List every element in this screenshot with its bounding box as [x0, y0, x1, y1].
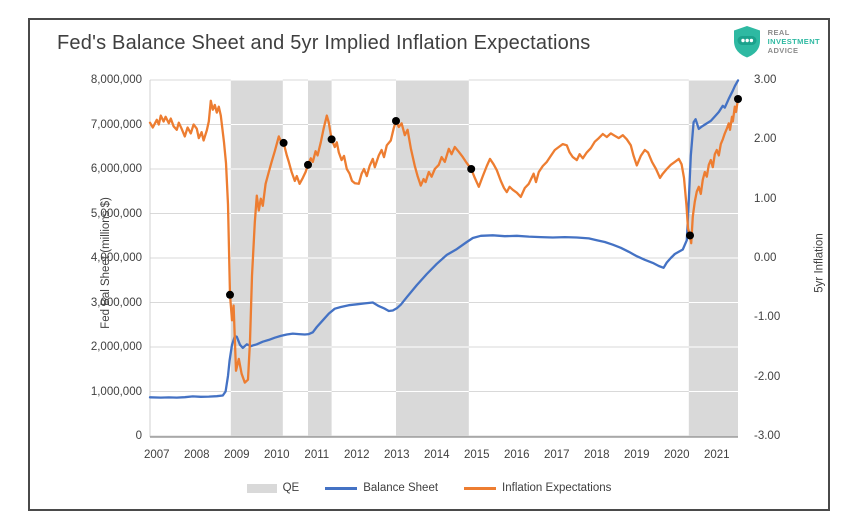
left-axis-tick-label: 2,000,000 [90, 341, 142, 353]
left-axis-tick-label: 7,000,000 [90, 118, 142, 131]
logo-line-advice: ADVICE [767, 46, 799, 55]
qe-band-swatch [246, 483, 277, 493]
right-axis-tick-label: 0.00 [754, 252, 777, 264]
brand-logo: REAL INVESTMENT ADVICE [732, 25, 820, 58]
logo-line-investment: INVESTMENT [767, 37, 820, 46]
x-axis-tick-label: 2012 [344, 449, 370, 461]
logo-line-real: REAL [767, 28, 790, 37]
legend-label-balance-sheet: Balance Sheet [363, 482, 439, 494]
qe-marker-dot [226, 290, 234, 299]
left-axis-title: Fed Bal Sheet (millions $) [99, 197, 112, 329]
legend-label-inflation: Inflation Expectations [502, 482, 612, 494]
shield-icon [733, 26, 760, 58]
x-axis-tick-label: 2013 [384, 449, 410, 461]
x-axis-tick-label: 2008 [184, 449, 210, 461]
x-axis-tick-label: 2017 [544, 449, 570, 461]
right-axis-tick-label: -3.00 [754, 430, 781, 442]
chart-frame: Fed's Balance Sheet and 5yr Implied Infl… [28, 18, 830, 511]
x-axis-tick-label: 2010 [264, 449, 290, 461]
qe-marker-dot [279, 138, 288, 147]
left-axis-tick-label: 0 [135, 430, 142, 442]
x-axis-tick-label: 2019 [624, 449, 650, 461]
legend-label-qe: QE [282, 482, 300, 494]
qe-marker-dot [327, 135, 336, 144]
right-axis-tick-label: -2.00 [754, 370, 781, 383]
qe-marker-dot [467, 165, 476, 173]
right-axis-tick-label: 3.00 [754, 74, 777, 86]
brand-logo-text: REAL INVESTMENT ADVICE [768, 28, 820, 55]
left-axis-tick-label: 5,000,000 [90, 207, 142, 220]
balance-sheet-line-swatch [325, 486, 358, 490]
qe-marker-dot [734, 94, 742, 103]
chart-title: Fed's Balance Sheet and 5yr Implied Infl… [57, 32, 591, 54]
legend: QE Balance Sheet Inflation Expectations [30, 482, 828, 494]
right-axis-tick-label: -1.00 [754, 311, 781, 324]
x-axis-tick-label: 2016 [504, 449, 530, 461]
right-axis-tick-label: 2.00 [754, 133, 777, 146]
x-axis-tick-label: 2021 [704, 449, 730, 461]
plot-svg [148, 79, 742, 438]
qe-marker-dot [686, 231, 694, 240]
inflation-expectations-line [148, 97, 740, 384]
x-axis-tick-label: 2011 [304, 449, 330, 461]
legend-item-inflation: Inflation Expectations [464, 482, 611, 494]
left-axis-tick-label: 8,000,000 [90, 74, 142, 86]
left-axis-tick-label: 6,000,000 [90, 163, 142, 175]
left-axis-tick-label: 4,000,000 [90, 252, 142, 264]
right-axis-title: 5yr Inflation [813, 233, 826, 293]
legend-item-balance-sheet: Balance Sheet [325, 482, 438, 494]
qe-marker-dot [304, 160, 312, 169]
x-axis-tick-label: 2020 [664, 449, 690, 461]
x-axis-tick-label: 2014 [424, 449, 450, 461]
x-axis-tick-label: 2009 [224, 449, 250, 461]
legend-item-qe: QE [246, 482, 300, 494]
left-axis-tick-label: 3,000,000 [90, 296, 142, 309]
left-axis-tick-label: 1,000,000 [90, 385, 142, 398]
x-axis-tick-label: 2015 [464, 449, 490, 461]
x-axis-tick-label: 2007 [144, 449, 170, 461]
qe-marker-dot [392, 116, 400, 125]
inflation-line-swatch [464, 486, 497, 490]
x-axis-tick-label: 2018 [584, 449, 610, 461]
right-axis-tick-label: 1.00 [754, 192, 777, 205]
